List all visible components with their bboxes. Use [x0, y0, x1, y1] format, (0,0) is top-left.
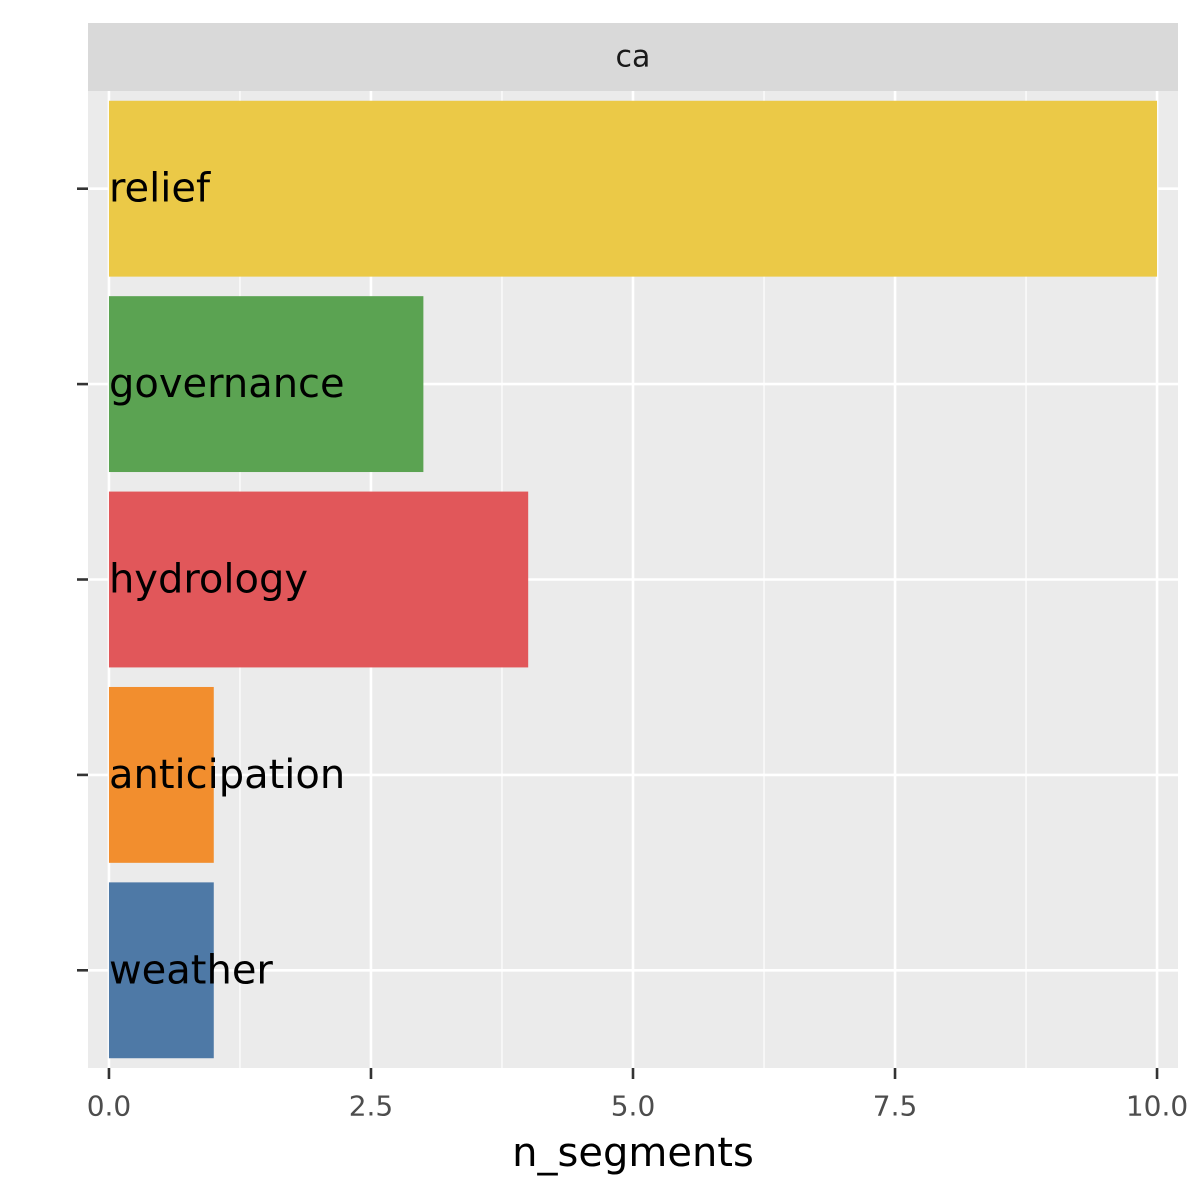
- bar-labels: relief governance hydrology anticipation wea…: [109, 166, 345, 994]
- x-tick-label: 7.5: [873, 1090, 918, 1123]
- bar-hydrology: [108, 491, 529, 668]
- bar-label-anticipation: anticipation: [109, 752, 345, 798]
- x-axis-ticks: 0.0 2.5 5.0 7.5 10.0: [87, 1068, 1188, 1123]
- x-tick-label: 2.5: [349, 1090, 394, 1123]
- bar-label-weather: weather: [109, 947, 273, 993]
- facet-strip-label: ca: [616, 40, 651, 75]
- bar-anticipation: [108, 686, 214, 863]
- x-tick-label: 0.0: [87, 1090, 132, 1123]
- bar-label-hydrology: hydrology: [109, 557, 308, 603]
- bar-weather: [108, 882, 214, 1059]
- bar-label-governance: governance: [109, 361, 345, 407]
- x-tick-label: 5.0: [611, 1090, 656, 1123]
- x-tick-label: 10.0: [1126, 1090, 1188, 1123]
- bars: [108, 100, 1158, 1059]
- x-axis-title: n_segments: [512, 1130, 754, 1176]
- bar-governance: [108, 296, 424, 473]
- bar-relief: [108, 100, 1158, 277]
- bar-label-relief: relief: [109, 166, 211, 212]
- facet-strip: [88, 23, 1178, 91]
- y-axis-ticks: [77, 187, 88, 972]
